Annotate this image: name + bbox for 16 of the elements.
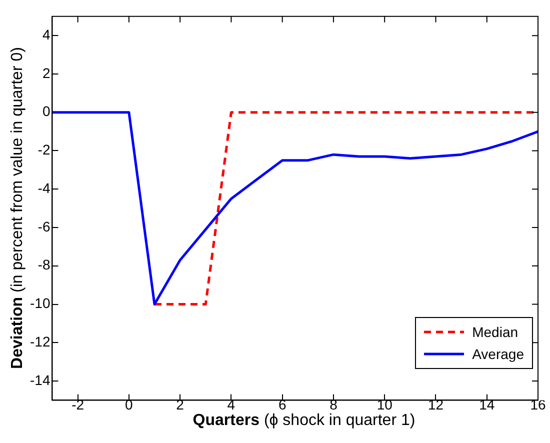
y-tick-label: -8	[38, 256, 50, 273]
y-tick-label: -2	[38, 142, 50, 158]
y-axis-title: Deviation (in percent from value in quarter 0)	[9, 47, 27, 369]
y-tick-label: -12	[30, 333, 50, 350]
y-tick-label: 0	[42, 103, 50, 120]
y-tick-label: -4	[38, 180, 50, 196]
y-tick-label: -14	[30, 372, 50, 388]
legend-label: Median	[472, 324, 518, 340]
legend-label: Average	[472, 346, 524, 362]
y-tick-label: -10	[30, 295, 50, 312]
y-tick-label: 2	[42, 64, 50, 81]
x-tick-label: 14	[479, 396, 495, 412]
y-tick-label: -6	[38, 218, 50, 234]
x-axis-title: Quarters (ϕ shock in quarter 1)	[192, 412, 416, 430]
y-tick-label: 4	[42, 26, 50, 42]
x-tick-label: 4	[227, 396, 236, 412]
